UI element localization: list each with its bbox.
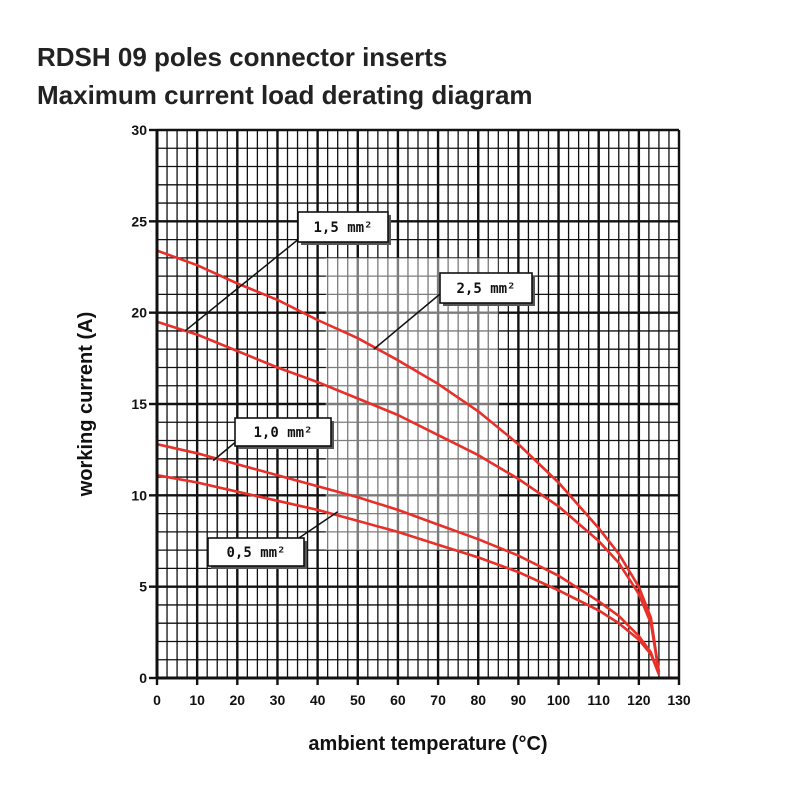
y-tick-label: 30	[131, 122, 147, 138]
x-tick-label: 50	[350, 692, 366, 708]
x-tick-label: 100	[547, 692, 571, 708]
y-tick-label: 0	[139, 670, 147, 686]
chart-subtitle: Maximum current load derating diagram	[37, 80, 533, 110]
x-tick-label: 60	[390, 692, 406, 708]
x-tick-label: 40	[310, 692, 326, 708]
y-tick-label: 25	[131, 213, 147, 229]
curve-label: 0,5 mm²	[226, 545, 285, 561]
grid	[155, 128, 681, 680]
x-tick-label: 30	[270, 692, 286, 708]
y-tick-label: 10	[131, 487, 147, 503]
label-leader-line	[184, 237, 301, 332]
curve-label: 2,5 mm²	[456, 281, 515, 297]
x-axis-label: ambient temperature (°C)	[308, 733, 547, 755]
curve-label: 1,5 mm²	[313, 220, 372, 236]
x-tick-label: 130	[667, 692, 691, 708]
label-leader-line	[295, 511, 339, 541]
x-tick-label: 70	[430, 692, 446, 708]
series-line	[156, 320, 661, 673]
y-axis-label: working current (A)	[75, 312, 97, 497]
x-tick-label: 120	[627, 692, 651, 708]
axes	[149, 128, 681, 685]
x-tick-label: 0	[153, 692, 161, 708]
y-tick-label: 5	[139, 579, 147, 595]
series-layer	[156, 249, 661, 675]
x-tick-label: 90	[511, 692, 527, 708]
chart-title: RDSH 09 poles connector inserts	[37, 42, 448, 72]
x-tick-label: 20	[230, 692, 246, 708]
x-tick-label: 10	[189, 692, 205, 708]
curve-label: 1,0 mm²	[253, 425, 312, 441]
series-line	[156, 442, 661, 675]
label-leaders	[184, 237, 441, 541]
label-box	[439, 272, 533, 304]
series-line	[156, 249, 661, 673]
x-tick-label: 110	[587, 692, 610, 708]
y-tick-label: 15	[131, 396, 147, 412]
label-box	[234, 417, 332, 447]
label-box	[207, 537, 305, 567]
label-leader-line	[373, 293, 441, 350]
label-box	[297, 211, 389, 243]
label-leader-line	[212, 439, 239, 462]
x-tick-label: 80	[470, 692, 486, 708]
tick-labels: 0 10 20 30 40 50 60 70 80 90 100 110 120 130 0 5 10 15 20 2…	[131, 122, 690, 708]
curve-labels: 1,5 mm² 2,5 mm² 1,0 mm² 0,5 mm²	[207, 211, 535, 569]
y-tick-label: 20	[131, 305, 147, 321]
series-line	[156, 473, 661, 675]
